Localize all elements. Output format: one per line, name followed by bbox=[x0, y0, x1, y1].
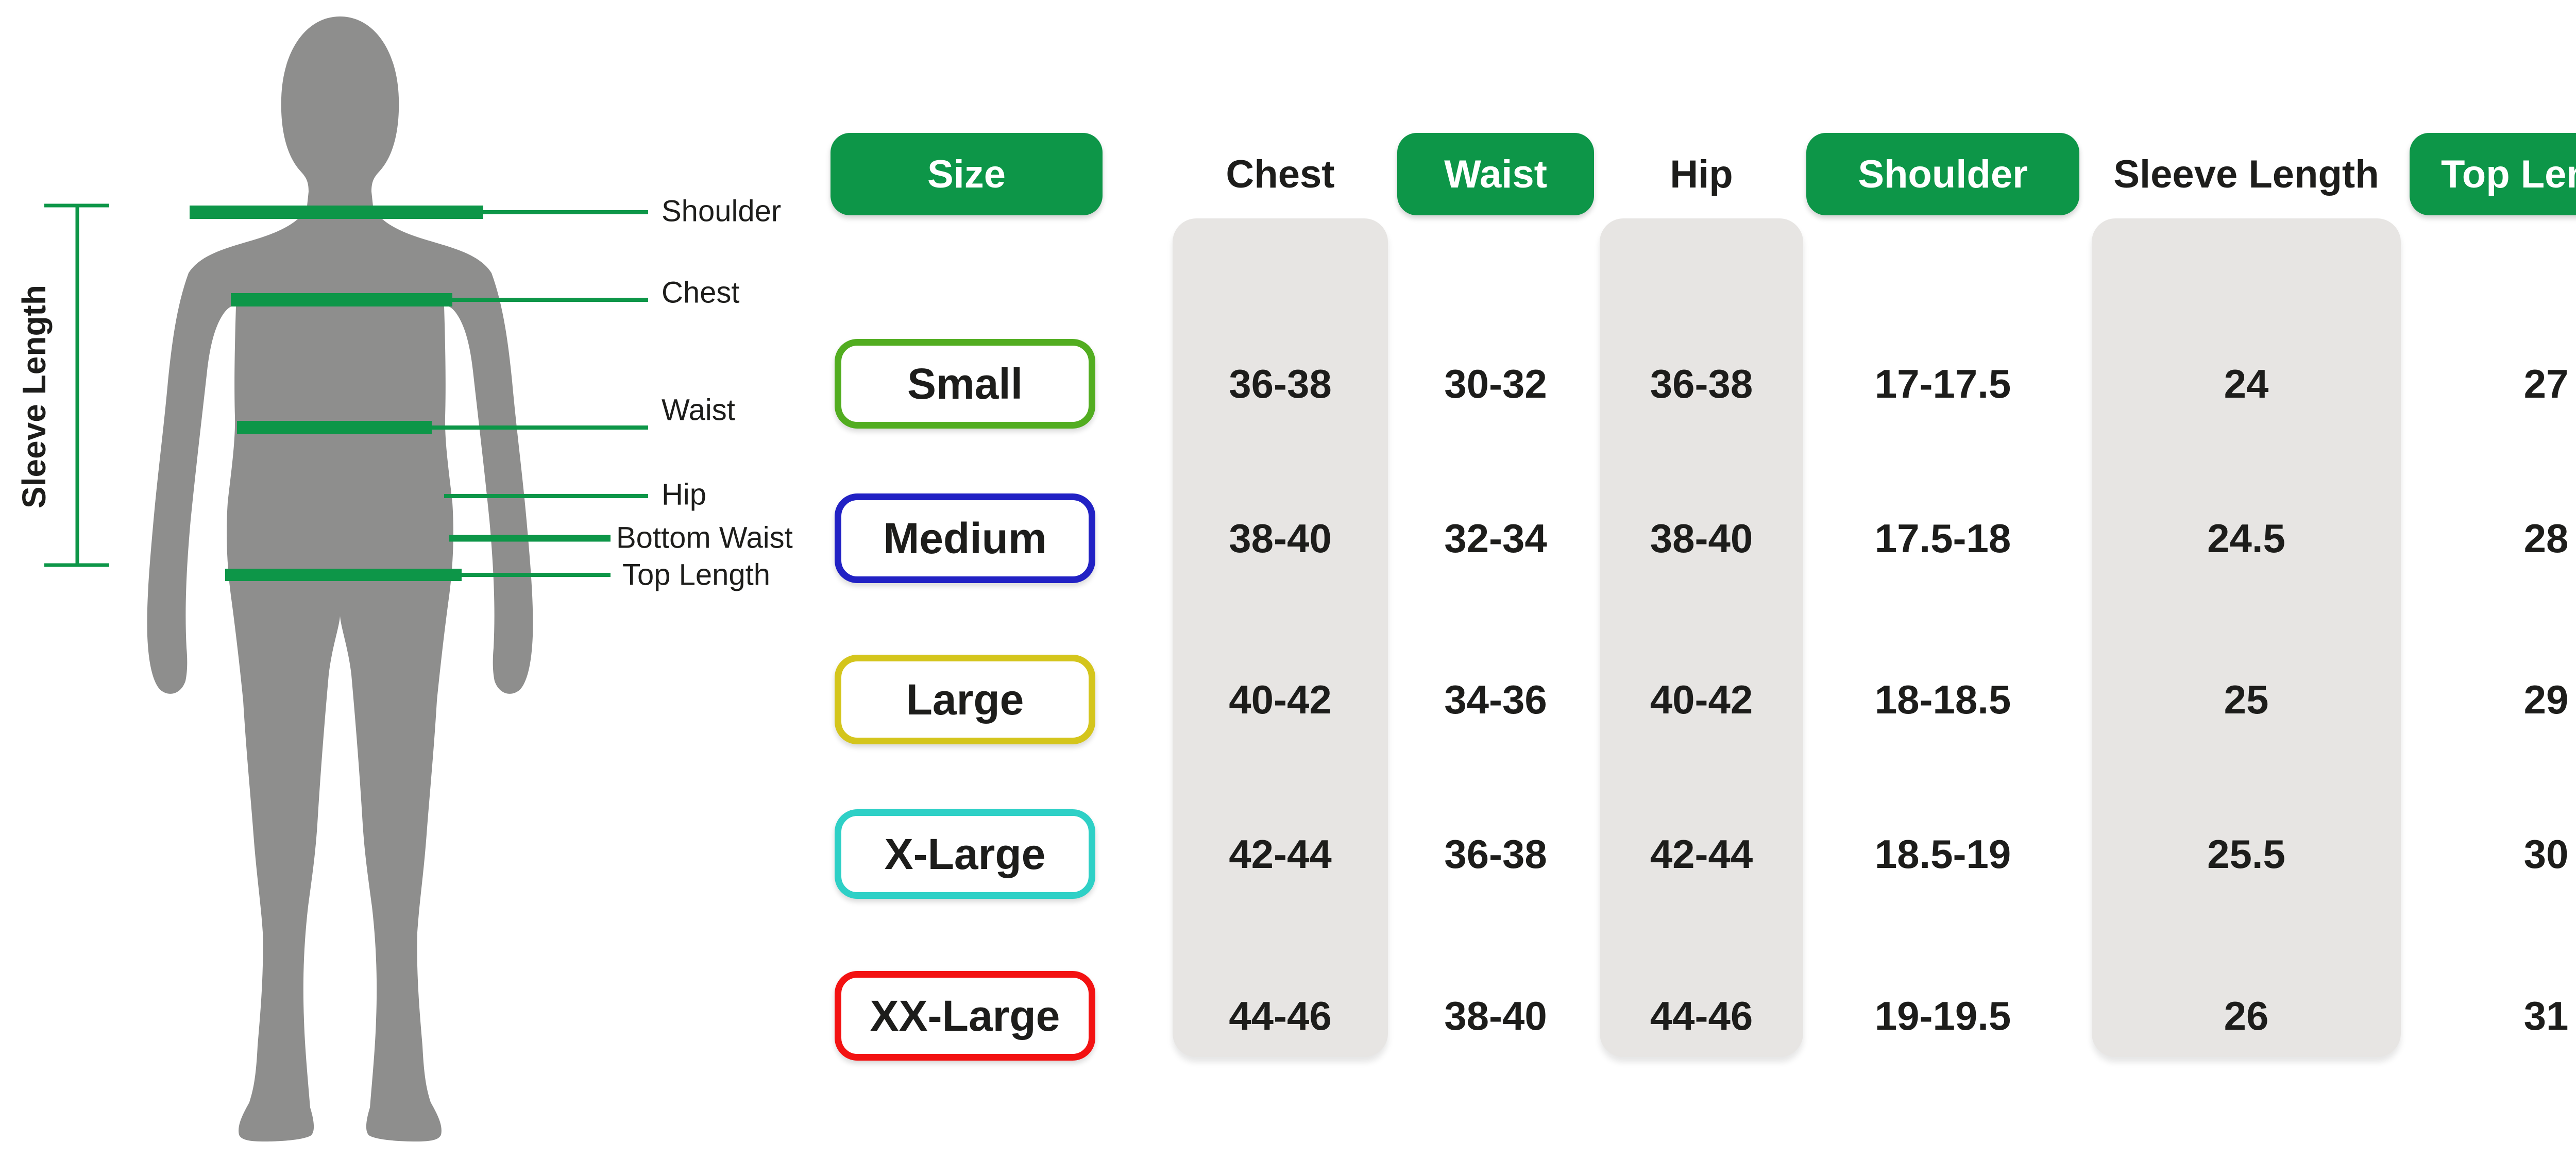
column-panel-sleeve-length bbox=[2092, 218, 2401, 1057]
column-size: Size Small Medium Large X-Large XX-Large bbox=[831, 0, 1103, 1159]
cell-hip-x-large: 42-44 bbox=[1650, 831, 1753, 877]
cell-sleeve-length-large: 25 bbox=[2224, 676, 2269, 722]
size-badge-medium: Medium bbox=[835, 493, 1095, 583]
column-header-chest: Chest bbox=[1226, 152, 1335, 196]
cell-hip-large: 40-42 bbox=[1650, 676, 1753, 722]
chest-label: Chest bbox=[662, 276, 740, 310]
cell-waist-xx-large: 38-40 bbox=[1444, 993, 1547, 1038]
column-waist: Waist 30-32 32-34 34-36 36-38 38-40 bbox=[1397, 0, 1594, 1159]
size-badge-large: Large bbox=[835, 655, 1095, 744]
column-header-hip: Hip bbox=[1670, 152, 1733, 196]
column-hip: Hip 36-38 38-40 40-42 42-44 44-46 bbox=[1600, 0, 1803, 1159]
cell-top-length-xx-large: 31 bbox=[2523, 993, 2569, 1038]
cell-chest-xx-large: 44-46 bbox=[1229, 993, 1332, 1038]
cell-shoulder-xx-large: 19-19.5 bbox=[1874, 993, 2011, 1038]
cell-shoulder-large: 18-18.5 bbox=[1874, 676, 2011, 722]
shoulder-label: Shoulder bbox=[662, 195, 781, 228]
top-length-label: Top Length bbox=[622, 558, 770, 592]
cell-hip-medium: 38-40 bbox=[1650, 515, 1753, 561]
size-badge-small: Small bbox=[835, 339, 1095, 429]
size-badge-xx-large: XX-Large bbox=[835, 971, 1095, 1061]
column-top-length: Top Length 27 28 29 30 31 bbox=[2410, 0, 2576, 1159]
cell-chest-large: 40-42 bbox=[1229, 676, 1332, 722]
cell-top-length-x-large: 30 bbox=[2523, 831, 2569, 877]
cell-sleeve-length-x-large: 25.5 bbox=[2207, 831, 2285, 877]
column-header-waist: Waist bbox=[1397, 133, 1594, 215]
column-header-sleeve-length: Sleeve Length bbox=[2113, 152, 2379, 196]
cell-sleeve-length-small: 24 bbox=[2224, 361, 2269, 406]
column-header-shoulder: Shoulder bbox=[1806, 133, 2079, 215]
bottom-waist-label: Bottom Waist bbox=[616, 521, 793, 555]
column-header-top-length: Top Length bbox=[2410, 133, 2576, 215]
cell-top-length-large: 29 bbox=[2523, 676, 2569, 722]
cell-chest-small: 36-38 bbox=[1229, 361, 1332, 406]
column-sleeve-length: Sleeve Length 24 24.5 25 25.5 26 bbox=[2092, 0, 2401, 1159]
cell-sleeve-length-medium: 24.5 bbox=[2207, 515, 2285, 561]
hip-label: Hip bbox=[662, 478, 706, 512]
cell-waist-x-large: 36-38 bbox=[1444, 831, 1547, 877]
cell-hip-small: 36-38 bbox=[1650, 361, 1753, 406]
column-panel-hip bbox=[1600, 218, 1803, 1057]
cell-waist-large: 34-36 bbox=[1444, 676, 1547, 722]
cell-chest-medium: 38-40 bbox=[1229, 515, 1332, 561]
column-panel-chest bbox=[1173, 218, 1388, 1057]
cell-shoulder-medium: 17.5-18 bbox=[1874, 515, 2011, 561]
sleeve-length-bracket bbox=[44, 203, 109, 567]
cell-chest-x-large: 42-44 bbox=[1229, 831, 1332, 877]
column-shoulder: Shoulder 17-17.5 17.5-18 18-18.5 18.5-19… bbox=[1806, 0, 2079, 1159]
sleeve-length-label: Sleeve Length bbox=[15, 285, 53, 508]
cell-shoulder-x-large: 18.5-19 bbox=[1874, 831, 2011, 877]
waist-label: Waist bbox=[662, 394, 735, 427]
cell-top-length-small: 27 bbox=[2523, 361, 2569, 406]
cell-sleeve-length-xx-large: 26 bbox=[2224, 993, 2269, 1038]
cell-hip-xx-large: 44-46 bbox=[1650, 993, 1753, 1038]
size-badge-x-large: X-Large bbox=[835, 809, 1095, 899]
cell-top-length-medium: 28 bbox=[2523, 515, 2569, 561]
cell-waist-small: 30-32 bbox=[1444, 361, 1547, 406]
column-header-size: Size bbox=[831, 133, 1103, 215]
cell-waist-medium: 32-34 bbox=[1444, 515, 1547, 561]
column-chest: Chest 36-38 38-40 40-42 42-44 44-46 bbox=[1173, 0, 1388, 1159]
body-measurement-diagram: Sleeve Length Shoulder Chest Waist Hip B… bbox=[15, 16, 793, 1141]
cell-shoulder-small: 17-17.5 bbox=[1874, 361, 2011, 406]
